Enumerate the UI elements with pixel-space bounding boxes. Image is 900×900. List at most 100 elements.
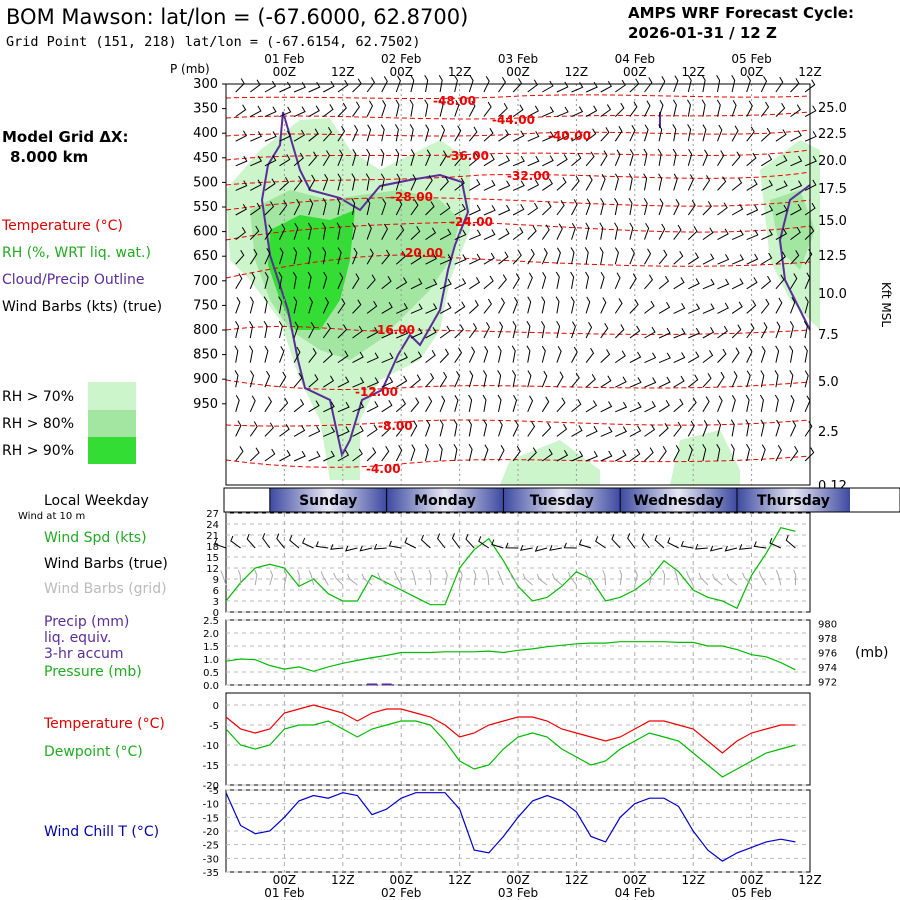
- wind-barb: [307, 247, 312, 265]
- wind-barb: [292, 271, 297, 289]
- pressure-tick-label: 650: [193, 249, 218, 264]
- wind-barb: [366, 424, 378, 437]
- wind-barb: [527, 155, 540, 167]
- precip-tick: 2.5: [203, 616, 219, 627]
- wind-barb: [425, 372, 435, 388]
- wind-barb: [511, 345, 516, 363]
- top-date-label: 02 Feb: [381, 52, 421, 66]
- wind-barb: [307, 222, 312, 240]
- surface-wind-barb-true: [289, 535, 300, 549]
- wind-barb: [687, 124, 692, 142]
- wind-barb: [789, 370, 794, 388]
- wind-barb: [352, 247, 358, 265]
- wind-barb: [731, 177, 743, 191]
- surface-wind-barb-grid: [742, 572, 752, 586]
- wind-barb: [381, 76, 388, 93]
- dewpoint-line: [225, 720, 796, 778]
- wind-barb: [279, 177, 290, 191]
- wind-barb: [803, 320, 808, 339]
- wind-barb: [249, 345, 254, 363]
- wind-barb: [352, 401, 365, 413]
- wind-barb: [687, 444, 693, 462]
- wind-barb: [571, 450, 584, 462]
- temperature-tick: -5: [209, 721, 219, 732]
- wind-barb: [760, 101, 770, 117]
- surface-wind-barb-grid: [567, 571, 577, 586]
- wind-barb: [585, 105, 598, 118]
- wind-barb: [614, 149, 621, 166]
- bottom-hour-label: 12Z: [331, 873, 355, 887]
- wind-barb: [468, 100, 476, 117]
- wind-barb: [410, 199, 419, 216]
- temp-contour-line: [225, 326, 811, 335]
- wind-barb: [746, 323, 755, 339]
- wind-barb: [235, 273, 243, 290]
- wind-speed-tick: 18: [206, 542, 219, 553]
- wind-barb: [731, 75, 736, 93]
- wind-barb: [454, 100, 460, 117]
- wind-barb: [527, 202, 539, 216]
- wind-barb: [512, 420, 519, 437]
- wind-barb: [234, 345, 239, 363]
- wind-barb: [760, 419, 765, 437]
- wind-barb: [526, 320, 531, 339]
- pressure-tick-label: 300: [193, 77, 218, 92]
- wind-barb: [425, 278, 438, 290]
- surface-wind-barb-true: [680, 540, 694, 549]
- wind-barb: [790, 446, 799, 462]
- wind-barb: [730, 419, 735, 437]
- wind-barb: [366, 352, 379, 364]
- wind-barb: [235, 395, 240, 412]
- wind-barb: [366, 274, 376, 290]
- bottom-date-label: 02 Feb: [381, 886, 421, 900]
- wind-barb: [394, 124, 399, 142]
- wind-barb: [512, 273, 520, 290]
- pressure-tick: 974: [818, 663, 837, 674]
- wind-barb: [381, 302, 393, 314]
- wind-barb: [731, 324, 742, 339]
- wind-barb: [366, 326, 379, 339]
- legend-rh90-label: RH > 90%: [2, 443, 74, 459]
- wind-barb: [337, 173, 342, 191]
- wind-barb: [687, 199, 696, 216]
- wind-barb: [585, 374, 596, 388]
- wind-barb: [746, 152, 757, 167]
- top-hour-label: 00Z: [740, 65, 764, 79]
- wind-barb: [395, 148, 400, 166]
- pressure-tick-label: 450: [193, 151, 218, 166]
- surface-wind-barb-grid: [584, 570, 592, 586]
- temperature-contour-label: -44.00: [492, 113, 535, 127]
- wind-barb: [673, 352, 686, 364]
- pressure-tick: 972: [818, 677, 837, 688]
- wind-at-10m-label: Wind at 10 m: [18, 511, 85, 522]
- surface-wind-barb-grid: [648, 570, 653, 586]
- wind-barb: [352, 377, 365, 388]
- wind-barb: [337, 79, 349, 93]
- wind-barb: [745, 419, 750, 437]
- wind-barb: [498, 274, 507, 290]
- wind-barb: [585, 400, 598, 413]
- wind-barb: [600, 150, 608, 167]
- surface-wind-barb-true: [359, 545, 373, 552]
- wind-barb: [249, 421, 258, 437]
- local-weekday-label: Local Weekday: [44, 493, 149, 509]
- wind-barb: [483, 205, 496, 216]
- wind-barb: [527, 272, 533, 289]
- wind-barb: [702, 350, 714, 363]
- surface-wind-barb-grid: [634, 570, 638, 586]
- wind-barb: [702, 175, 711, 191]
- wind-barb: [717, 325, 728, 339]
- wind-barb: [629, 401, 642, 413]
- wind-barb: [702, 227, 714, 241]
- wind-barb: [688, 327, 701, 339]
- wind-barb: [366, 100, 373, 117]
- wind-barb: [410, 327, 423, 339]
- wind-barb: [702, 278, 715, 290]
- bottom-hour-label: 00Z: [740, 873, 764, 887]
- top-date-label: 03 Feb: [498, 52, 538, 66]
- top-hour-label: 12Z: [798, 65, 822, 79]
- wind-barb: [790, 78, 800, 93]
- pressure-tick: 976: [818, 649, 837, 660]
- wind-barb: [279, 397, 289, 413]
- wind-barb: [366, 223, 372, 240]
